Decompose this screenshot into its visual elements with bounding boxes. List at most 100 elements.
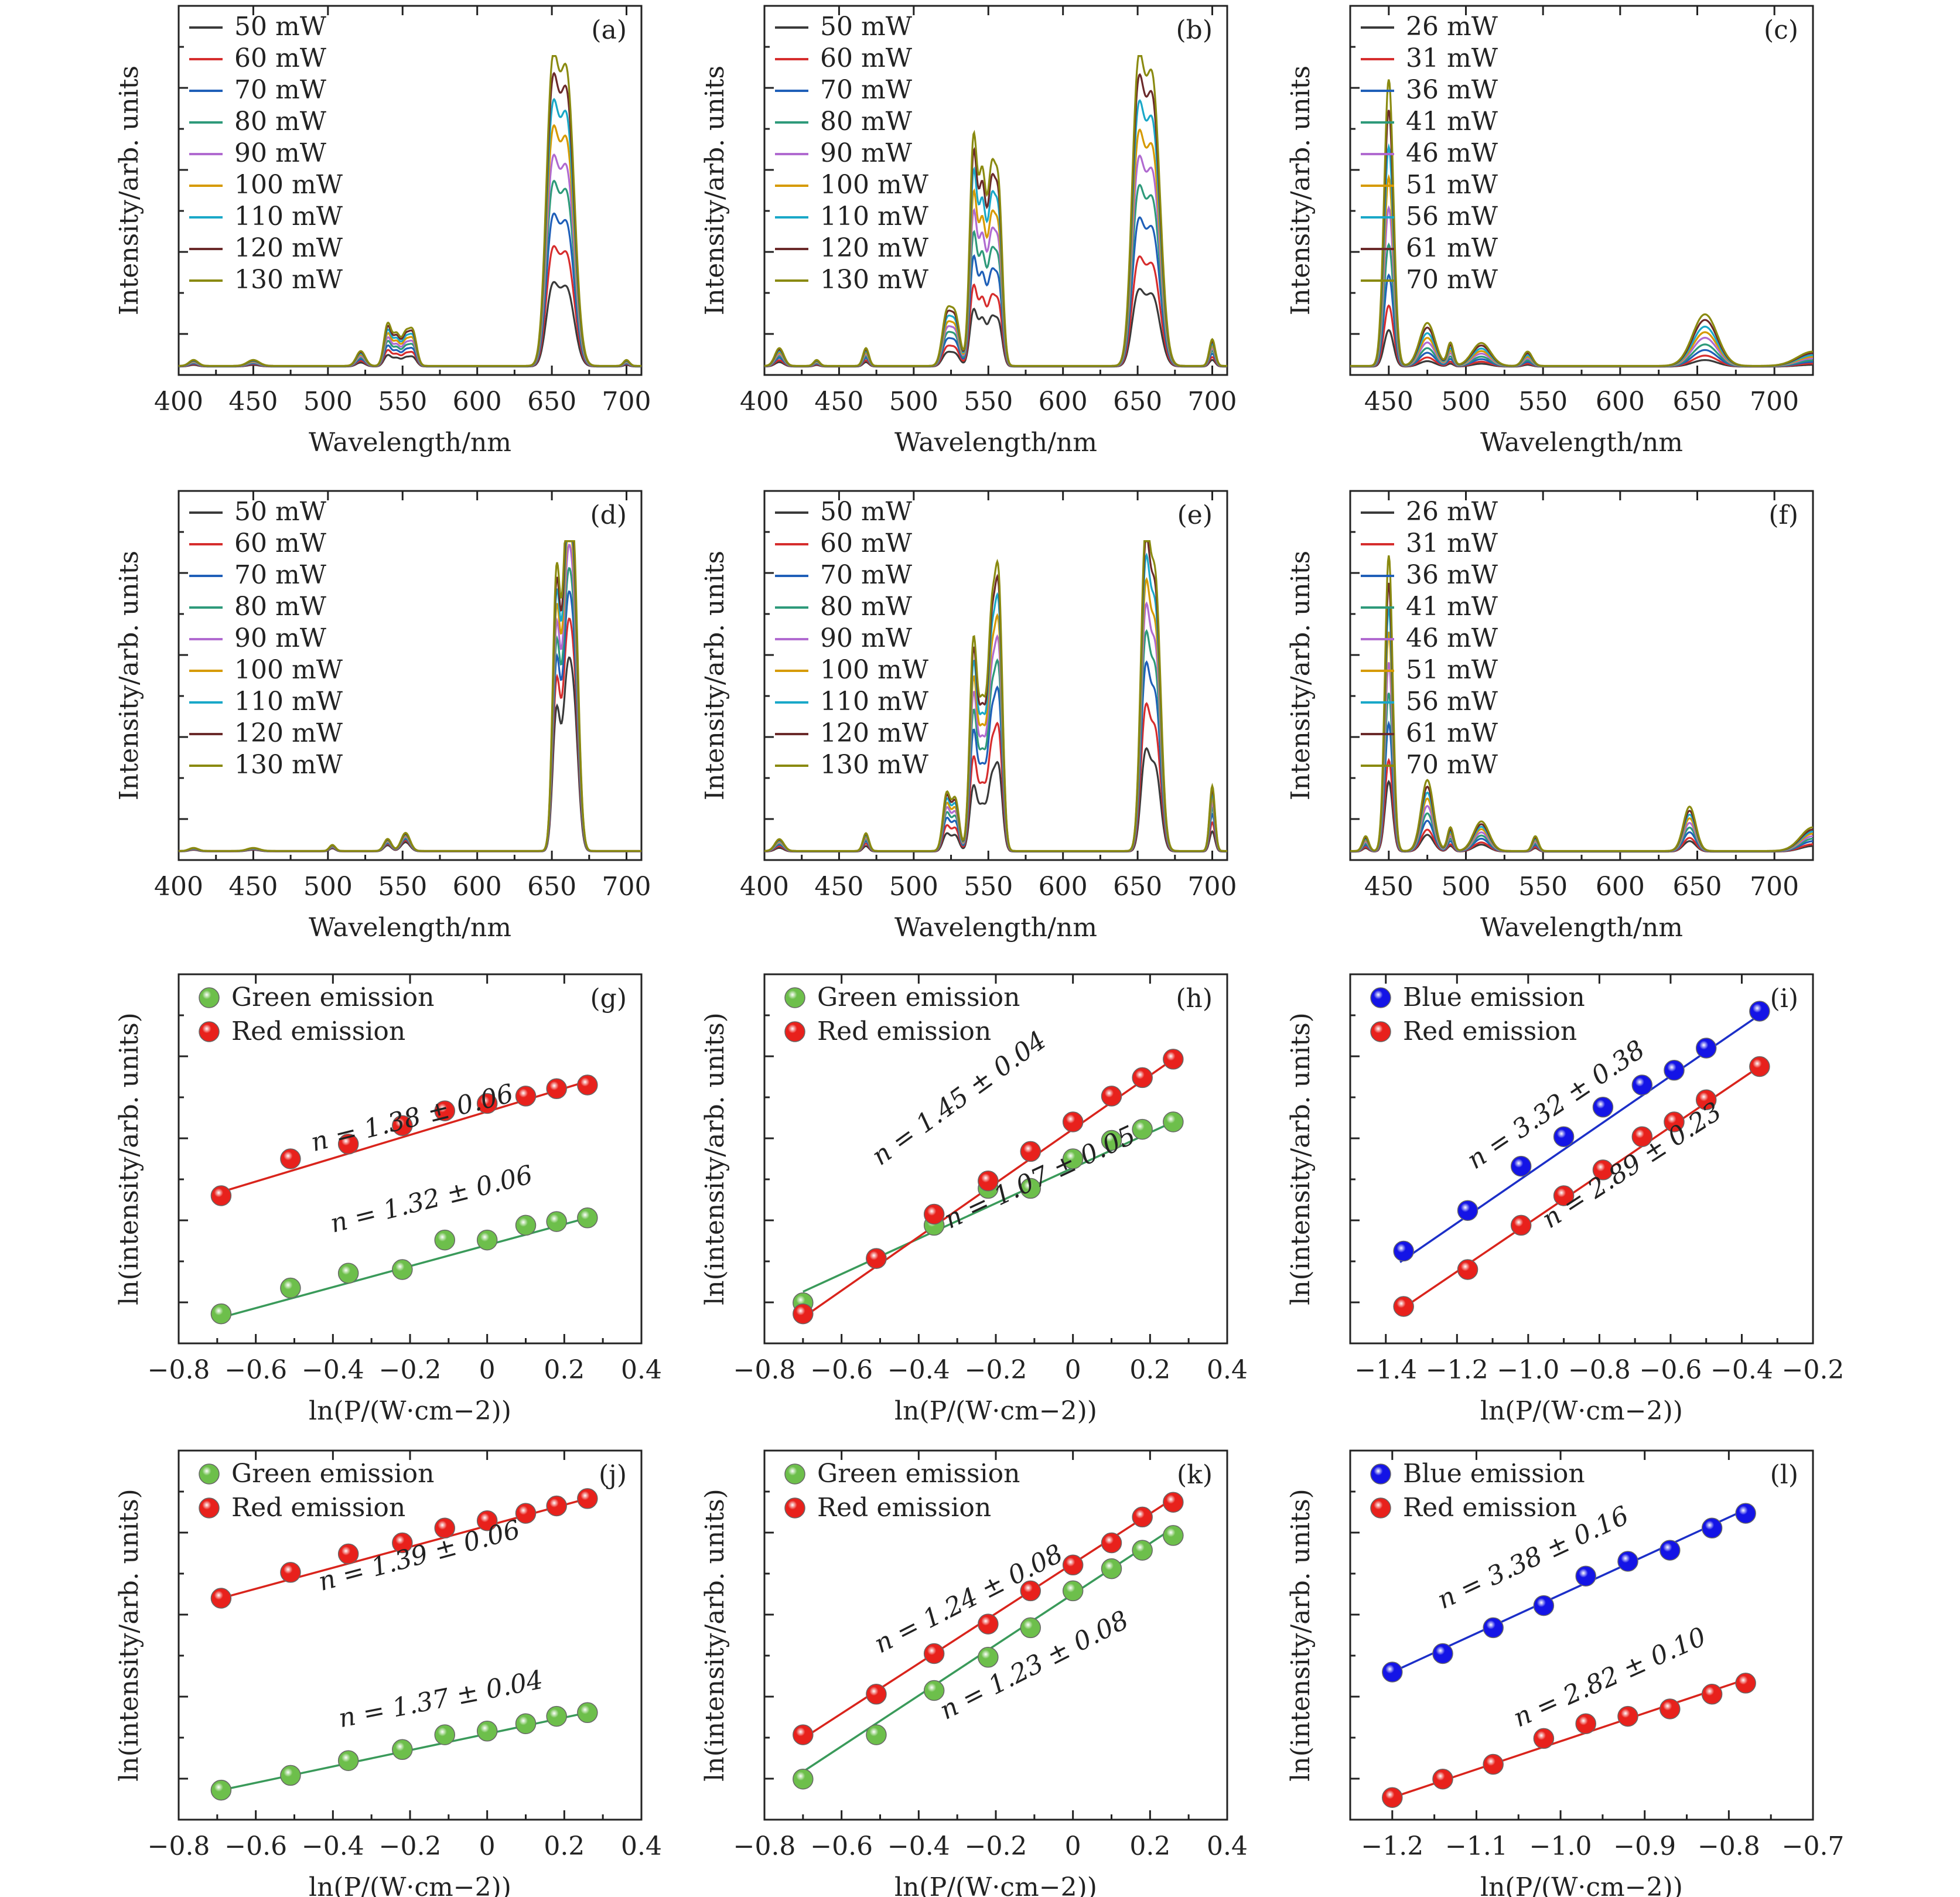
x-tick-label: −0.6 bbox=[810, 1831, 873, 1861]
x-tick-label: 0.4 bbox=[1207, 1355, 1248, 1385]
x-axis-label: Wavelength/nm bbox=[309, 428, 511, 458]
x-tick-label: −0.2 bbox=[379, 1831, 442, 1861]
legend-marker-green bbox=[784, 1463, 805, 1485]
data-point-red bbox=[476, 1093, 498, 1114]
x-axis-label: Wavelength/nm bbox=[1480, 913, 1683, 943]
x-axis-label: Wavelength/nm bbox=[309, 913, 511, 943]
legend-entry: 100 mW bbox=[234, 655, 343, 685]
data-point-green bbox=[1101, 1558, 1122, 1579]
x-tick-label: 500 bbox=[889, 387, 938, 417]
legend-entry: 90 mW bbox=[820, 623, 913, 653]
x-tick-label: −1.0 bbox=[1497, 1355, 1559, 1385]
legend-marker-green bbox=[784, 987, 805, 1008]
panel-label: (l) bbox=[1770, 1460, 1798, 1490]
x-tick-label: −0.6 bbox=[810, 1355, 873, 1385]
spectrum-line bbox=[179, 540, 641, 852]
x-tick-label: 500 bbox=[303, 872, 353, 902]
legend-entry: 50 mW bbox=[820, 12, 913, 42]
legend-entry: Red emission bbox=[231, 1493, 405, 1523]
data-point-green bbox=[577, 1702, 598, 1724]
data-point-red bbox=[1101, 1532, 1122, 1554]
legend-entry: Red emission bbox=[817, 1016, 991, 1046]
legend-entry: 50 mW bbox=[820, 497, 913, 527]
slope-annotation: n = 2.82 ± 0.10 bbox=[1509, 1622, 1710, 1734]
data-point-green bbox=[978, 1647, 999, 1668]
data-point-blue bbox=[1664, 1060, 1685, 1081]
data-point-green bbox=[210, 1779, 232, 1801]
data-point-red bbox=[337, 1543, 359, 1565]
data-point-red bbox=[923, 1643, 945, 1664]
legend-entry: Green emission bbox=[231, 1459, 434, 1489]
x-tick-label: −1.4 bbox=[1354, 1355, 1417, 1385]
data-point-blue bbox=[1701, 1517, 1723, 1539]
data-point-green bbox=[337, 1263, 359, 1284]
data-point-red bbox=[1020, 1141, 1041, 1162]
data-point-green bbox=[280, 1277, 301, 1299]
data-point-blue bbox=[1617, 1551, 1638, 1572]
legend-entry: 60 mW bbox=[820, 528, 913, 558]
x-tick-label: −0.8 bbox=[733, 1355, 796, 1385]
data-point-blue bbox=[1695, 1038, 1717, 1059]
x-tick-label: 600 bbox=[1596, 387, 1645, 417]
data-point-red bbox=[392, 1115, 413, 1137]
legend-entry: 110 mW bbox=[234, 687, 343, 717]
data-point-green bbox=[434, 1724, 455, 1745]
y-axis-label: Intensity/arb. units bbox=[114, 551, 144, 800]
x-tick-label: 550 bbox=[964, 872, 1013, 902]
data-point-green bbox=[515, 1214, 537, 1236]
data-point-red bbox=[1553, 1185, 1575, 1206]
data-point-red bbox=[1382, 1787, 1403, 1808]
data-point-red bbox=[1101, 1086, 1122, 1107]
x-axis-label: ln(P/(W·cm−2)) bbox=[894, 1396, 1097, 1426]
data-point-blue bbox=[1510, 1155, 1532, 1177]
plot-frame bbox=[763, 490, 1228, 861]
data-point-green bbox=[577, 1207, 598, 1229]
data-point-red bbox=[1163, 1049, 1184, 1070]
data-point-green bbox=[476, 1229, 498, 1251]
x-tick-label: 400 bbox=[154, 872, 203, 902]
data-point-red bbox=[1695, 1089, 1717, 1110]
data-point-green bbox=[1062, 1580, 1084, 1602]
data-point-red bbox=[515, 1086, 537, 1107]
x-tick-label: −1.0 bbox=[1529, 1831, 1592, 1861]
x-tick-label: −0.2 bbox=[965, 1355, 1027, 1385]
data-point-red bbox=[1132, 1067, 1153, 1089]
x-tick-label: 600 bbox=[1039, 872, 1088, 902]
legend-entry: 100 mW bbox=[234, 170, 343, 200]
x-tick-label: 0 bbox=[479, 1355, 496, 1385]
legend-marker-red bbox=[1370, 1021, 1391, 1042]
x-tick-label: 450 bbox=[814, 872, 863, 902]
x-tick-label: 550 bbox=[1518, 387, 1568, 417]
x-tick-label: −0.8 bbox=[1568, 1355, 1631, 1385]
legend-entry: Blue emission bbox=[1403, 982, 1585, 1012]
data-point-blue bbox=[1382, 1661, 1403, 1683]
data-point-blue bbox=[1553, 1126, 1575, 1147]
data-point-green bbox=[210, 1303, 232, 1325]
legend-entry: 120 mW bbox=[820, 233, 929, 263]
x-tick-label: 600 bbox=[453, 387, 502, 417]
x-tick-label: 650 bbox=[527, 872, 576, 902]
legend-entry: 61 mW bbox=[1406, 233, 1498, 263]
data-point-red bbox=[280, 1562, 301, 1583]
slope-annotation: n = 1.07 ± 0.05 bbox=[940, 1120, 1140, 1235]
x-tick-label: −0.2 bbox=[965, 1831, 1027, 1861]
x-tick-label: 700 bbox=[602, 872, 651, 902]
x-axis-label: ln(P/(W·cm−2)) bbox=[309, 1396, 511, 1426]
data-point-green bbox=[793, 1768, 814, 1790]
x-tick-label: −1.2 bbox=[1426, 1355, 1488, 1385]
panel-i: −1.4 −1.2 −1.0 −0.8 −0.6 −0.4 −0.2 ln(P/(W·cm−2… bbox=[1286, 973, 1844, 1426]
spectrum-line bbox=[764, 54, 1227, 367]
data-point-green bbox=[1062, 1148, 1084, 1169]
x-tick-label: 450 bbox=[1364, 872, 1413, 902]
x-tick-label: 0.4 bbox=[621, 1831, 662, 1861]
legend-entry: 60 mW bbox=[234, 43, 327, 73]
data-point-red bbox=[210, 1185, 232, 1206]
x-tick-label: −0.6 bbox=[224, 1355, 287, 1385]
slope-annotation: n = 1.37 ± 0.04 bbox=[336, 1665, 545, 1734]
legend-entry: 70 mW bbox=[1406, 750, 1498, 780]
data-point-green bbox=[546, 1211, 567, 1232]
legend-entry: 46 mW bbox=[1406, 623, 1498, 653]
data-point-red bbox=[546, 1078, 567, 1100]
data-point-green bbox=[337, 1750, 359, 1771]
x-tick-label: 700 bbox=[1750, 387, 1799, 417]
